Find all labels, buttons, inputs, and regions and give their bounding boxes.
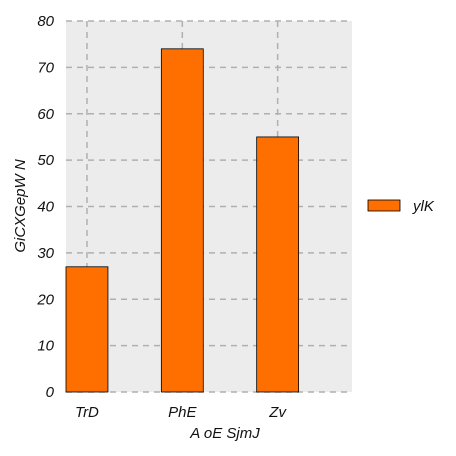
- y-tick-label-4: 40: [37, 199, 54, 216]
- y-tick-label-7: 70: [37, 59, 54, 76]
- y-tick-label-2: 20: [36, 291, 54, 308]
- legend: ylK: [367, 198, 435, 215]
- bar-Zv: [256, 136, 300, 393]
- x-tick-labels: TrD PhE Zv: [75, 404, 287, 421]
- y-tick-label-8: 80: [37, 13, 54, 30]
- x-tick-label-1: PhE: [168, 404, 197, 421]
- legend-label: ylK: [412, 198, 435, 215]
- y-tick-label-0: 0: [46, 384, 55, 401]
- x-tick-label-2: Zv: [268, 404, 287, 421]
- y-tick-label-1: 10: [37, 338, 54, 355]
- x-axis-label: A oE SjmJ: [189, 425, 260, 442]
- legend-swatch: [367, 199, 401, 212]
- bar-TrD: [65, 266, 109, 393]
- bar-PhE: [160, 48, 204, 393]
- bars: [65, 48, 300, 393]
- x-tick-label-0: TrD: [75, 404, 99, 421]
- y-tick-label-6: 60: [37, 106, 54, 123]
- y-axis-label: GiCXGepW N: [12, 159, 29, 253]
- y-tick-labels: 0 10 20 30 40 50 60 70 80: [36, 13, 54, 401]
- y-tick-label-5: 50: [37, 152, 54, 169]
- y-tick-label-3: 30: [37, 245, 54, 262]
